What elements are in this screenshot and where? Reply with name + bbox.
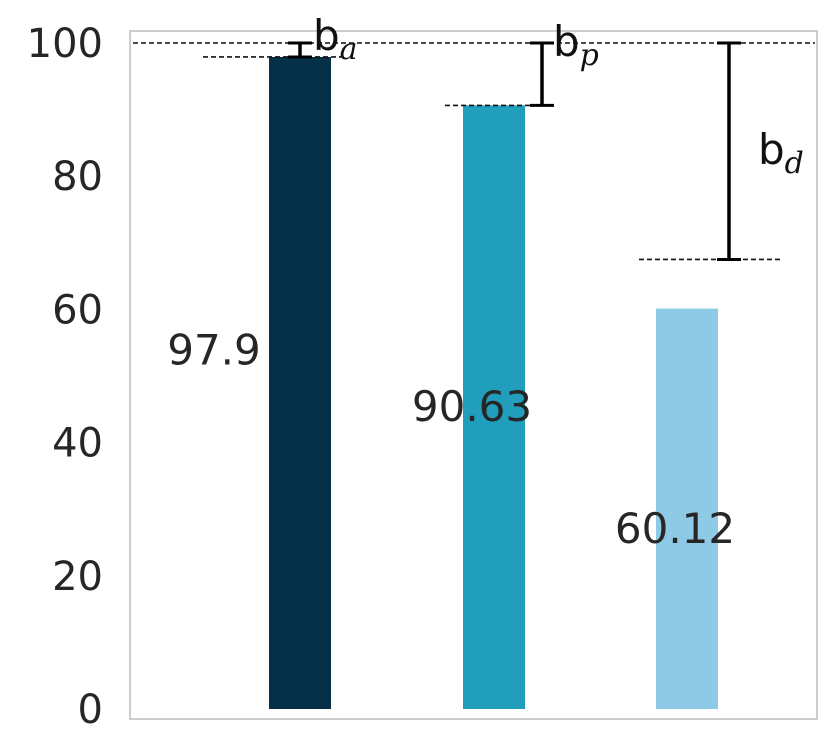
- gap-label: ba: [313, 11, 358, 67]
- y-tick-label: 20: [52, 554, 103, 600]
- y-tick-label: 100: [27, 21, 103, 67]
- bar: [269, 56, 331, 709]
- y-tick-label: 80: [52, 154, 103, 200]
- gap-label: bd: [758, 125, 804, 181]
- y-tick-label: 60: [52, 287, 103, 333]
- y-axis-ticks: 0 20 40 60 80 100: [27, 21, 103, 733]
- gap-label-sub: a: [340, 32, 358, 67]
- gap-label-base: b: [313, 11, 340, 60]
- data-labels: 97.9 90.63 60.12: [167, 325, 735, 552]
- gap-label-base: b: [758, 125, 785, 174]
- gap-label-sub: d: [785, 146, 804, 181]
- bars: [269, 56, 718, 710]
- y-tick-label: 40: [52, 421, 103, 467]
- bar: [463, 105, 525, 710]
- data-label: 60.12: [615, 504, 735, 553]
- y-tick-label: 0: [78, 687, 103, 733]
- data-label: 90.63: [412, 382, 532, 431]
- bar: [656, 308, 718, 709]
- gap-label-base: b: [553, 17, 580, 66]
- data-label: 97.9: [167, 325, 261, 374]
- gap-label: bp: [553, 17, 599, 73]
- gap-label-sub: p: [580, 38, 599, 73]
